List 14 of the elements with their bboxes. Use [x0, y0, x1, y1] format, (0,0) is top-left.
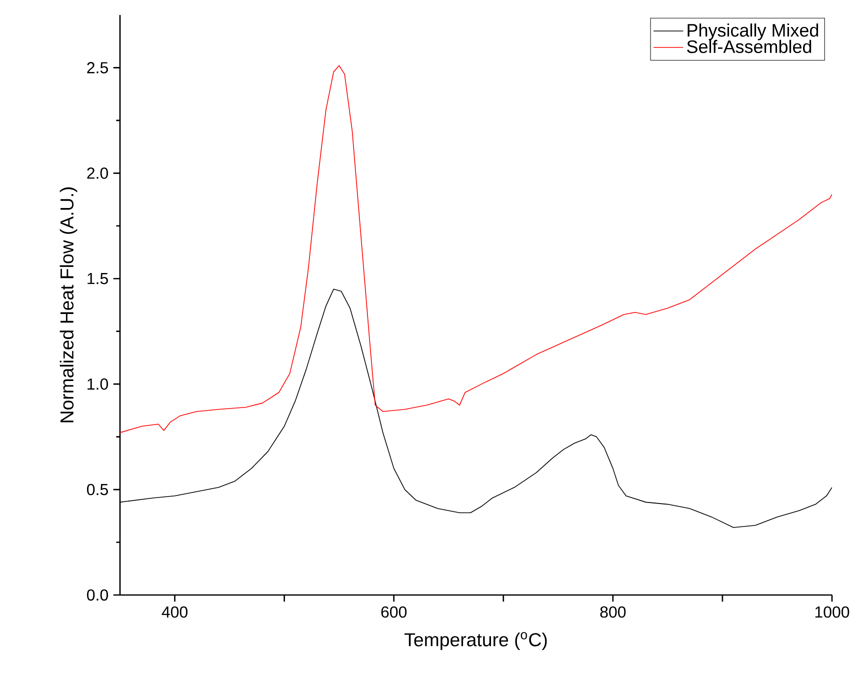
- x-tick-label: 1000: [815, 606, 850, 618]
- y-tick-label: 0.5: [87, 484, 108, 496]
- y-tick-label: 0.0: [87, 589, 108, 601]
- x-tick-label: 400: [162, 606, 188, 618]
- y-tick-label: 1.0: [88, 378, 108, 390]
- x-tick-label: 800: [600, 606, 626, 618]
- legend-label: Physically Mixed: [688, 23, 818, 40]
- x-tick-label: 600: [381, 606, 407, 618]
- x-axis-title: Temperature ($^{o}$C): [404, 632, 547, 650]
- y-axis-title: Normalized Heat Flow (A.U.): [60, 187, 78, 422]
- y-tick-label: 1.5: [88, 273, 108, 284]
- y-tick-label: 2.5: [87, 62, 108, 74]
- y-tick-label: 2.0: [87, 168, 108, 179]
- legend-label: Self-Assembled: [687, 40, 812, 54]
